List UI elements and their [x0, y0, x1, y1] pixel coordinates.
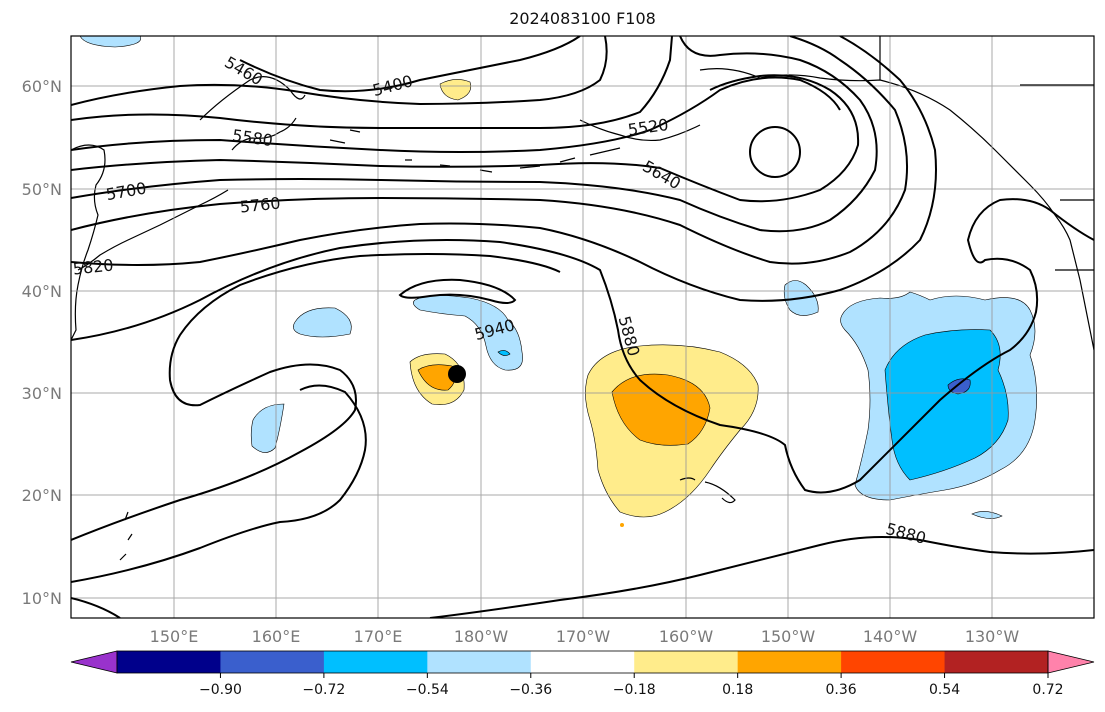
lon-label: 160°W — [659, 627, 714, 646]
colorbar-segment — [530, 651, 635, 673]
lat-label: 20°N — [22, 486, 62, 505]
colorbar-segment — [841, 651, 946, 673]
colorbar-tick-label: 0.72 — [1032, 682, 1063, 698]
colorbar-tick-label: −0.54 — [406, 682, 449, 698]
anomaly-pos-region — [620, 523, 624, 527]
colorbar-tick-label: −0.72 — [302, 682, 345, 698]
contour-label: 5760 — [239, 193, 281, 216]
anomaly-neg-region — [79, 36, 141, 48]
colorbar-tick-label: −0.36 — [509, 682, 552, 698]
lon-label: 130°W — [965, 627, 1020, 646]
map-title: 2024083100 F108 — [509, 9, 656, 28]
colorbar-tick-label: 0.18 — [722, 682, 753, 698]
lat-label: 40°N — [22, 282, 62, 301]
lat-label: 30°N — [22, 384, 62, 403]
colorbar-segment — [737, 651, 842, 673]
lat-label: 10°N — [22, 589, 62, 608]
contour-line — [71, 74, 860, 203]
lon-label: 150°E — [150, 627, 199, 646]
colorbar-segment — [323, 651, 428, 673]
colorbar-segment — [220, 651, 325, 673]
contour-line — [71, 36, 937, 302]
colorbar-tick-label: 0.36 — [826, 682, 857, 698]
contour-line — [398, 278, 517, 304]
colorbar-tick-label: −0.18 — [613, 682, 656, 698]
anomaly-neg-region — [497, 350, 511, 356]
contour-line — [71, 76, 841, 153]
lon-label: 150°W — [761, 627, 816, 646]
lon-label: 170°E — [354, 627, 403, 646]
colorbar-segment — [944, 651, 1049, 673]
contour-label: 5820 — [72, 255, 114, 278]
lon-label: 180°W — [454, 627, 509, 646]
colorbar-segment — [634, 651, 739, 673]
colorbar-outline — [116, 650, 1049, 674]
height-contours — [71, 36, 1094, 618]
contour-line — [71, 36, 673, 130]
anomaly-neg-region — [413, 295, 523, 371]
contour-line — [71, 36, 878, 233]
lon-label: 160°E — [252, 627, 301, 646]
lon-labels: 150°E 160°E 170°E 180°W 170°W 160°W 150°… — [150, 627, 1020, 646]
anomaly-neg-region — [884, 329, 1009, 481]
map-frame — [70, 35, 1095, 619]
contour-line — [239, 36, 581, 93]
anomaly-neg-region — [293, 307, 352, 338]
lat-label: 60°N — [22, 77, 62, 96]
lat-label: 50°N — [22, 180, 62, 199]
contour-line — [429, 535, 1094, 618]
contour-line — [71, 253, 561, 541]
colorbar-tick-label: 0.54 — [929, 682, 960, 698]
contour-line — [749, 126, 801, 178]
lat-labels: 60°N 50°N 40°N 30°N 20°N 10°N — [22, 77, 62, 608]
location-marker — [448, 365, 466, 383]
lon-label: 170°W — [556, 627, 611, 646]
colorbar-right-extension — [1047, 650, 1095, 674]
colorbar-tick-label: −0.90 — [199, 682, 242, 698]
lon-label: 140°W — [863, 627, 918, 646]
contour-line — [71, 36, 608, 106]
colorbar-segment — [427, 651, 532, 673]
anomaly-neg-region — [971, 511, 1003, 519]
contour-line — [71, 36, 909, 265]
anomaly-pos-region — [439, 79, 472, 101]
colorbar: −0.90 −0.72 −0.54 −0.36 −0.18 0.18 0.36 0.54 0.7… — [70, 650, 1095, 698]
colorbar-segment — [117, 651, 221, 673]
contour-line — [71, 384, 367, 583]
colorbar-left-extension — [70, 650, 118, 674]
contour-line — [71, 597, 121, 618]
contour-line — [71, 198, 1094, 494]
